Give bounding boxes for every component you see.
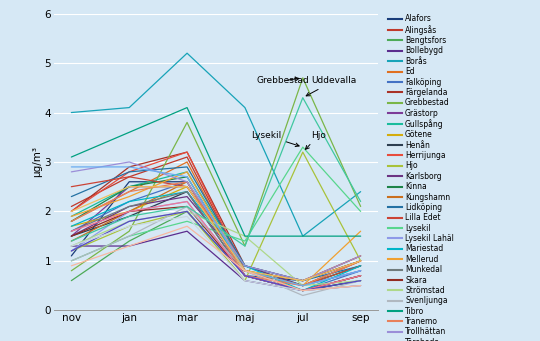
Text: Grebbestad: Grebbestad [256,76,309,85]
Text: Lysekil: Lysekil [251,131,299,147]
Y-axis label: µg/m³: µg/m³ [32,147,42,177]
Text: Hjo: Hjo [306,131,326,149]
Legend: Alafors, Alingsås, Bengtsfors, Bollebygd, Borås, Ed, Falköping, Färgelanda, Greb: Alafors, Alingsås, Bengtsfors, Bollebygd… [388,15,454,341]
Text: Uddevalla: Uddevalla [306,76,357,96]
